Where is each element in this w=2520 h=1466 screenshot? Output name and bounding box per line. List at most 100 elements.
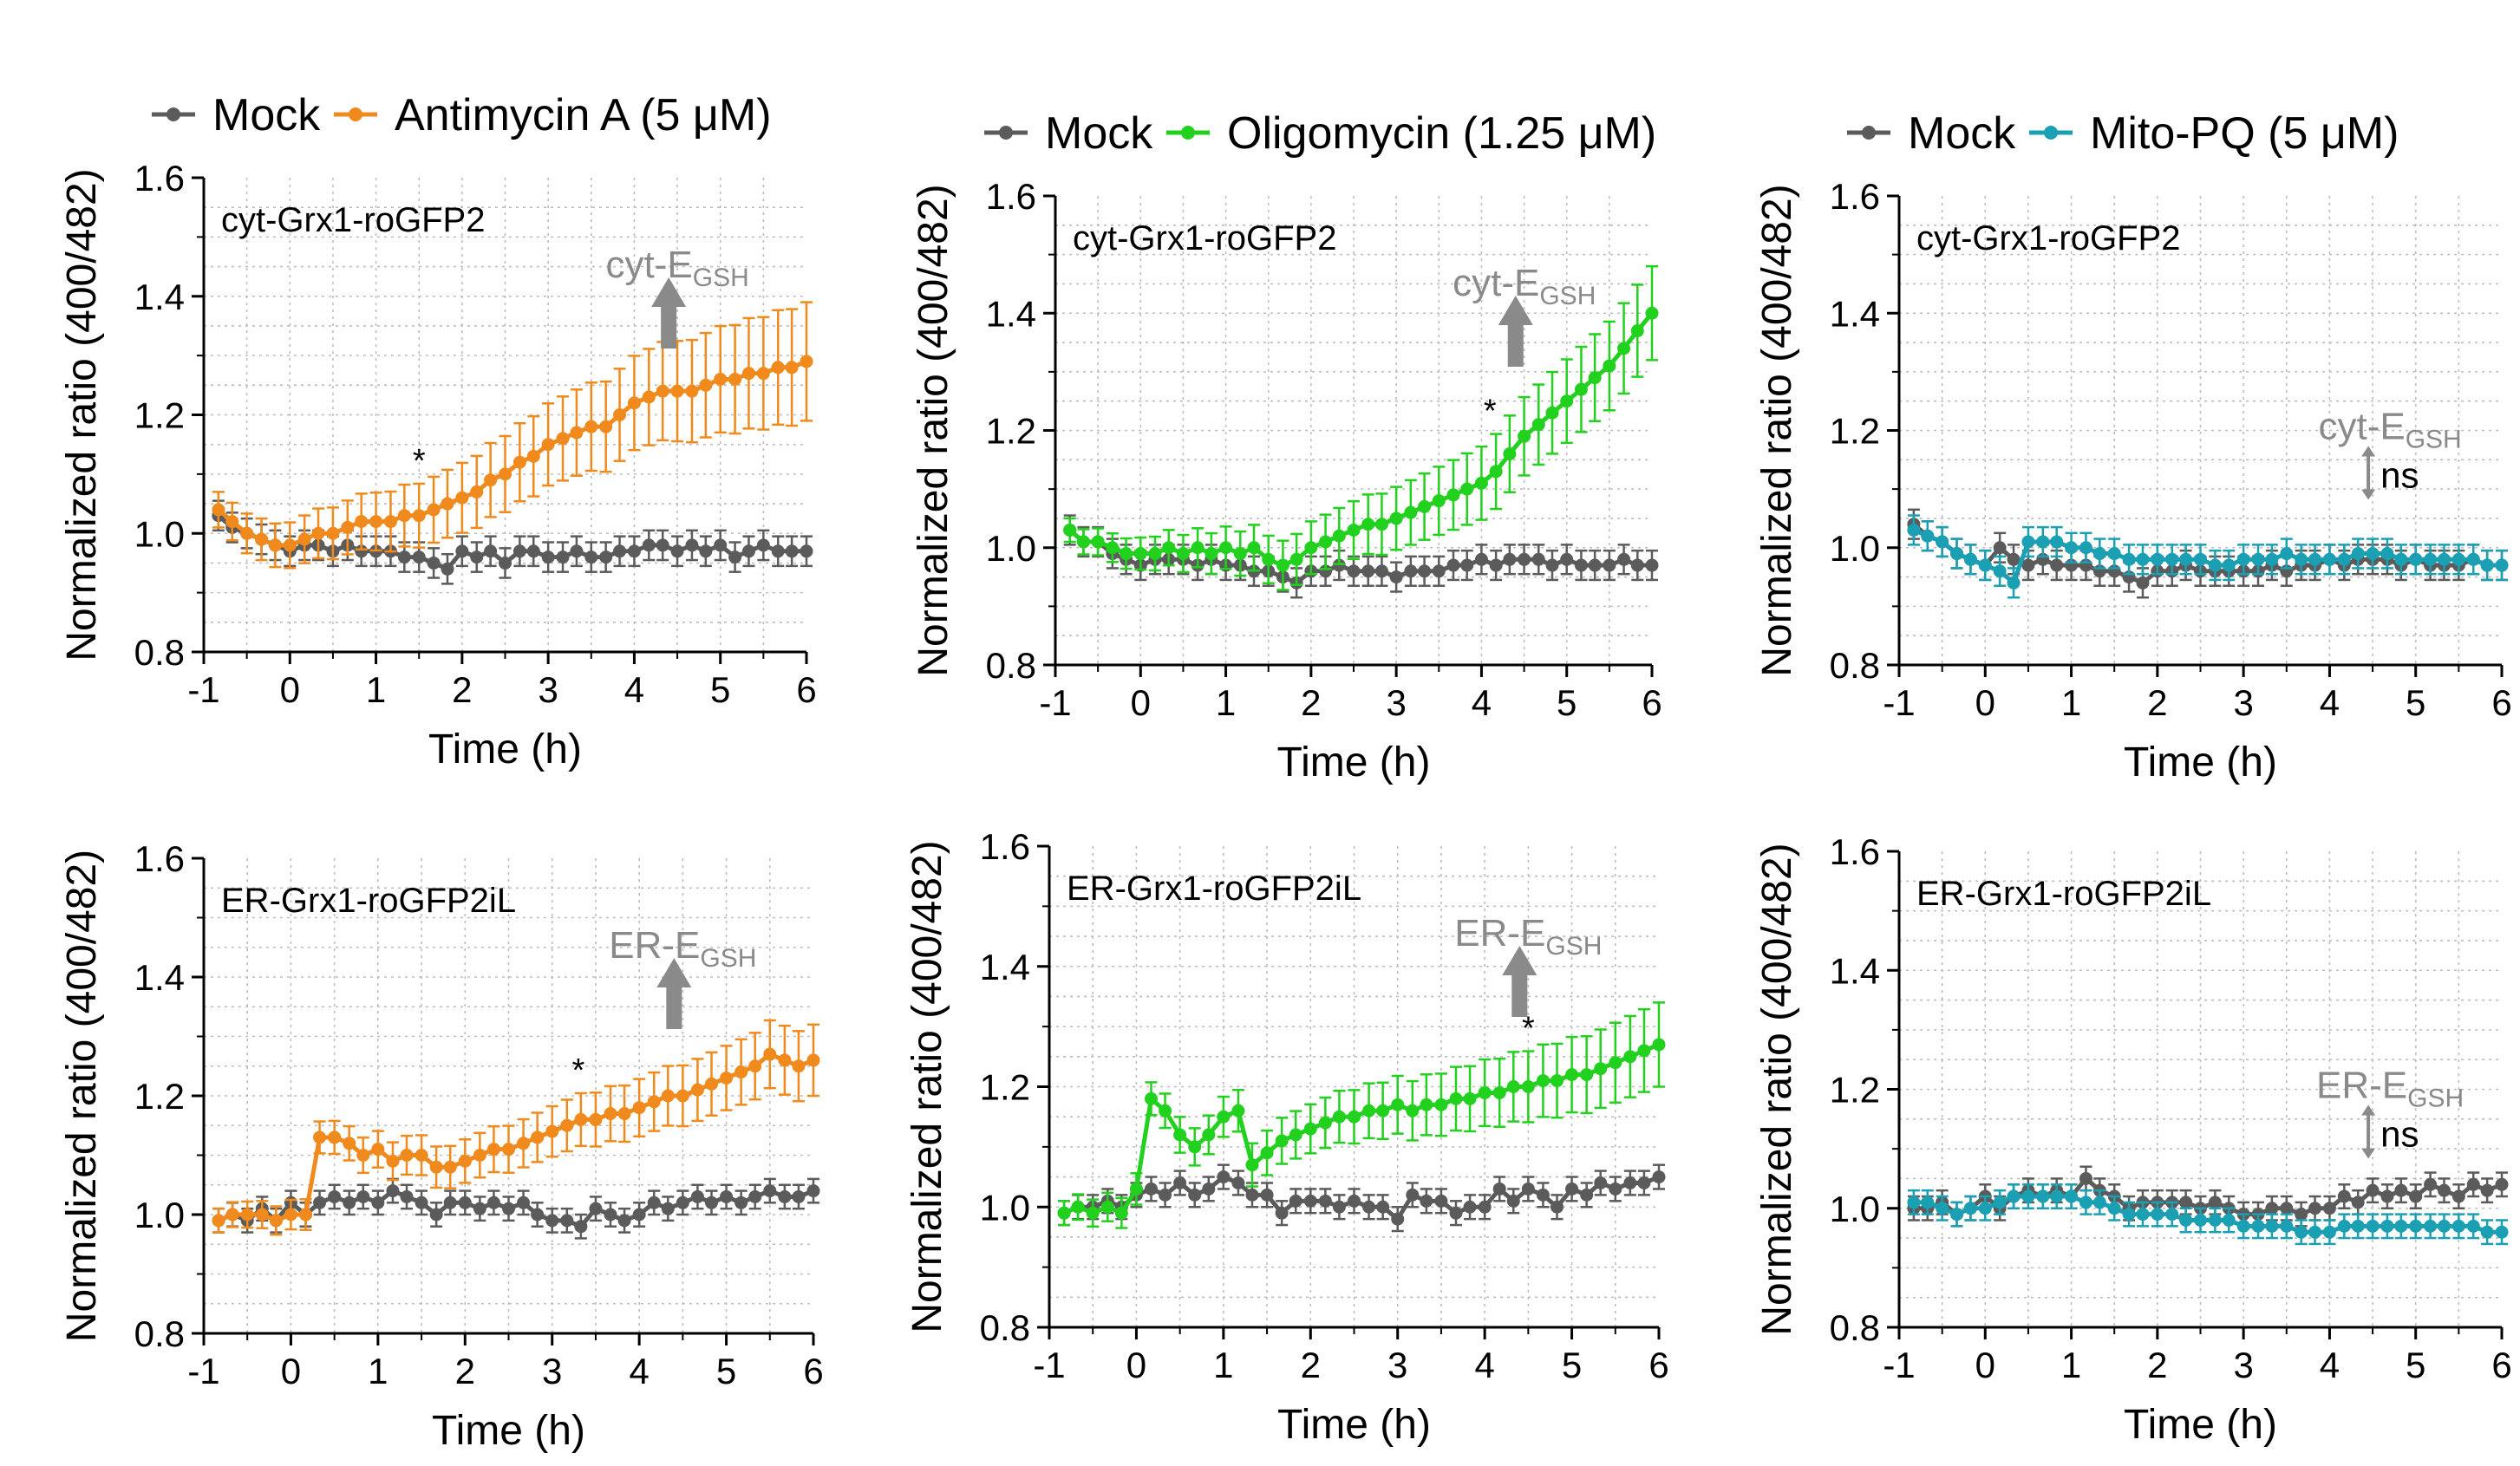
data-point bbox=[1148, 547, 1162, 561]
legend-label: Mock bbox=[1045, 108, 1153, 159]
data-point bbox=[570, 426, 584, 440]
series-mito-pq-5-m bbox=[1907, 514, 2509, 599]
data-point bbox=[240, 526, 254, 540]
data-point bbox=[661, 1202, 675, 1215]
data-point bbox=[356, 1189, 370, 1203]
data-point bbox=[1609, 1182, 1622, 1196]
data-point bbox=[2092, 1196, 2106, 1209]
data-point bbox=[1545, 558, 1559, 572]
data-point bbox=[656, 538, 669, 552]
data-point bbox=[313, 1196, 327, 1209]
data-point bbox=[386, 1184, 400, 1198]
data-point bbox=[613, 408, 627, 421]
y-tick-label: 1.4 bbox=[980, 947, 1030, 987]
arrow-head-icon bbox=[2361, 1148, 2376, 1159]
data-point bbox=[240, 1208, 254, 1222]
significance-star: * bbox=[413, 443, 426, 479]
x-tick-label: 0 bbox=[280, 669, 300, 710]
data-point bbox=[2050, 535, 2064, 549]
data-point bbox=[1536, 1074, 1550, 1088]
data-point bbox=[1289, 552, 1303, 566]
grid bbox=[1899, 851, 2502, 1327]
data-point bbox=[1100, 1200, 1114, 1214]
data-point bbox=[1262, 552, 1276, 566]
egsh-annotation: ER-EGSH bbox=[1454, 912, 1602, 1017]
data-point bbox=[1492, 1085, 1506, 1099]
x-tick-label: 6 bbox=[803, 1351, 823, 1391]
series-antimycin-a-5-m bbox=[212, 1019, 820, 1236]
x-tick-label: 6 bbox=[1648, 1345, 1668, 1385]
data-point bbox=[1580, 1188, 1594, 1202]
data-point bbox=[343, 1137, 356, 1150]
y-tick-label: 0.8 bbox=[1830, 645, 1880, 686]
data-point bbox=[627, 396, 641, 410]
data-point bbox=[1432, 564, 1446, 578]
data-point bbox=[1332, 1200, 1346, 1214]
data-point bbox=[2295, 1225, 2308, 1239]
legend-marker bbox=[349, 108, 362, 121]
data-point bbox=[1506, 1194, 1520, 1208]
data-point bbox=[763, 1184, 777, 1198]
x-tick-label: 3 bbox=[2233, 682, 2253, 723]
data-point bbox=[1129, 1182, 1143, 1196]
data-point bbox=[642, 390, 656, 404]
y-axis-title: Normalized ratio (400/482) bbox=[904, 840, 950, 1332]
data-point bbox=[1063, 523, 1077, 537]
legend-3: Mock Mito-PQ (5 μM) bbox=[1847, 108, 2399, 159]
y-tick-label: 1.6 bbox=[134, 838, 185, 879]
x-tick-label: 5 bbox=[2406, 682, 2425, 723]
x-tick-label: 2 bbox=[1301, 1345, 1321, 1385]
data-point bbox=[2222, 558, 2236, 572]
data-point bbox=[1348, 1110, 1361, 1124]
arrow-up-icon bbox=[661, 305, 677, 349]
data-point bbox=[2424, 1219, 2438, 1233]
data-point bbox=[632, 1208, 646, 1222]
data-point bbox=[1404, 564, 1418, 578]
data-point bbox=[2065, 1189, 2079, 1203]
data-point bbox=[415, 1149, 428, 1162]
data-point bbox=[458, 1196, 472, 1209]
data-point bbox=[1531, 418, 1545, 432]
data-point bbox=[771, 544, 785, 558]
data-point bbox=[2021, 1189, 2035, 1203]
data-point bbox=[441, 497, 454, 511]
x-tick-label: 3 bbox=[542, 1351, 562, 1391]
x-tick-label: 5 bbox=[710, 669, 730, 710]
data-point bbox=[1460, 558, 1474, 572]
x-tick-label: 6 bbox=[2491, 1345, 2511, 1385]
data-point bbox=[1617, 552, 1631, 566]
x-tick-label: 4 bbox=[624, 669, 644, 710]
data-point bbox=[531, 1130, 545, 1144]
x-tick-label: 1 bbox=[368, 1351, 388, 1391]
legend-2: Mock Oligomycin (1.25 μM) bbox=[984, 108, 1656, 159]
data-point bbox=[599, 551, 613, 564]
data-point bbox=[741, 367, 755, 381]
data-point bbox=[2424, 1177, 2438, 1191]
x-tick-label: -1 bbox=[1033, 1345, 1065, 1385]
x-tick-label: -1 bbox=[187, 669, 219, 710]
data-point bbox=[2222, 1213, 2236, 1227]
data-point bbox=[526, 449, 540, 463]
data-point bbox=[1057, 1206, 1071, 1220]
data-point bbox=[1231, 1176, 1245, 1189]
data-point bbox=[455, 544, 469, 558]
data-point bbox=[792, 1189, 806, 1203]
data-point bbox=[2251, 552, 2265, 566]
data-point bbox=[1120, 547, 1133, 561]
data-point bbox=[356, 1149, 370, 1162]
data-point bbox=[1474, 476, 1488, 490]
egsh-annotation: ER-EGSH bbox=[609, 924, 756, 1029]
data-point bbox=[2007, 576, 2021, 590]
data-point bbox=[2466, 1219, 2480, 1233]
data-point bbox=[531, 1208, 545, 1222]
y-axis-title: Normalized ratio (400/482) bbox=[911, 184, 956, 676]
data-point bbox=[1521, 1080, 1535, 1093]
data-point bbox=[2480, 558, 2494, 572]
data-point bbox=[560, 1214, 574, 1228]
data-point bbox=[473, 1149, 486, 1162]
grid bbox=[1055, 196, 1652, 665]
data-point bbox=[386, 1154, 400, 1168]
data-point bbox=[1361, 518, 1375, 531]
data-point bbox=[545, 1124, 559, 1138]
data-point bbox=[1347, 564, 1361, 578]
